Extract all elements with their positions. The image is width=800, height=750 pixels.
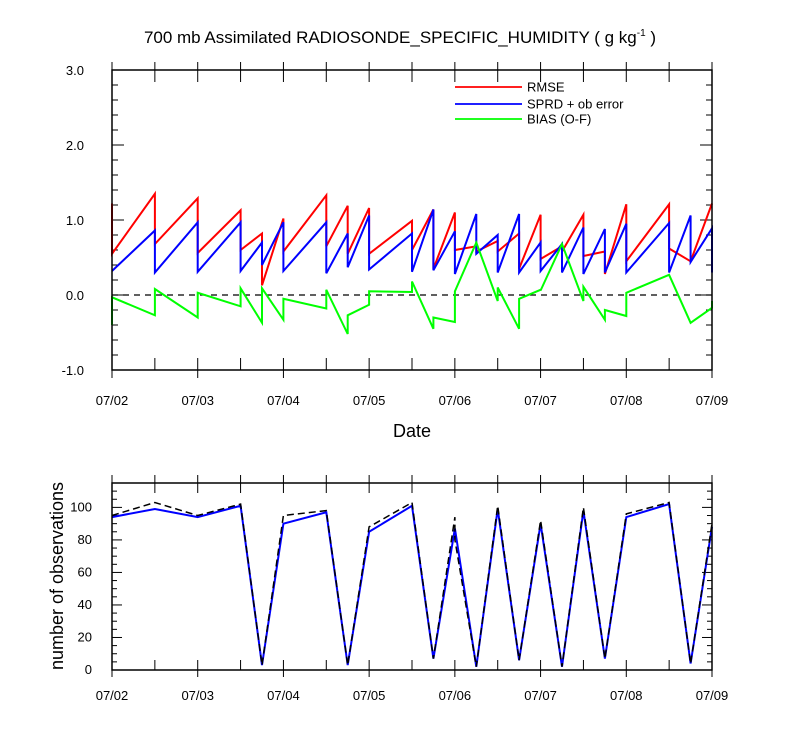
x-axis-title: Date bbox=[393, 421, 431, 441]
x-tick-label: 07/03 bbox=[181, 393, 214, 408]
y-tick-label: 3.0 bbox=[66, 63, 84, 78]
x-tick-label: 07/05 bbox=[353, 393, 386, 408]
obs-used-line bbox=[111, 502, 713, 667]
x2-tick-label: 07/09 bbox=[696, 688, 729, 703]
x-tick-label: 07/09 bbox=[696, 393, 729, 408]
chart-title: 700 mb Assimilated RADIOSONDE_SPECIFIC_H… bbox=[144, 28, 656, 47]
y2-tick-label: 100 bbox=[70, 499, 92, 514]
legend-rmse-label: RMSE bbox=[527, 80, 565, 95]
x2-tick-label: 07/06 bbox=[439, 688, 472, 703]
x2-tick-label: 07/07 bbox=[524, 688, 557, 703]
y-tick-label: 2.0 bbox=[66, 138, 84, 153]
y-tick-label: 0.0 bbox=[66, 288, 84, 303]
x2-tick-label: 07/03 bbox=[181, 688, 214, 703]
x-tick-label: 07/06 bbox=[439, 393, 472, 408]
y2-tick-label: 0 bbox=[85, 662, 92, 677]
y2-tick-label: 60 bbox=[78, 564, 92, 579]
legend-bias-label: BIAS (O-F) bbox=[527, 112, 591, 127]
y-tick-label: -1.0 bbox=[62, 363, 84, 378]
y2-tick-label: 40 bbox=[78, 597, 92, 612]
x2-tick-label: 07/05 bbox=[353, 688, 386, 703]
obs-available-line bbox=[111, 501, 713, 667]
x-tick-label: 07/08 bbox=[610, 393, 643, 408]
sprd-line bbox=[111, 209, 713, 276]
x2-tick-label: 07/08 bbox=[610, 688, 643, 703]
x-tick-label: 07/04 bbox=[267, 393, 300, 408]
plot-frame-top bbox=[111, 69, 713, 371]
bias-line bbox=[111, 239, 713, 335]
y2-axis-title: number of observations bbox=[47, 482, 67, 670]
legend-sprd-label: SPRD + ob error bbox=[527, 97, 624, 112]
x-tick-label: 07/07 bbox=[524, 393, 557, 408]
y-tick-label: 1.0 bbox=[66, 213, 84, 228]
y2-tick-label: 20 bbox=[78, 629, 92, 644]
plot-frame-bottom bbox=[111, 482, 713, 671]
rmse-line bbox=[111, 190, 713, 286]
x2-tick-label: 07/02 bbox=[96, 688, 129, 703]
x2-tick-label: 07/04 bbox=[267, 688, 300, 703]
x-tick-label: 07/02 bbox=[96, 393, 129, 408]
y2-tick-label: 80 bbox=[78, 532, 92, 547]
